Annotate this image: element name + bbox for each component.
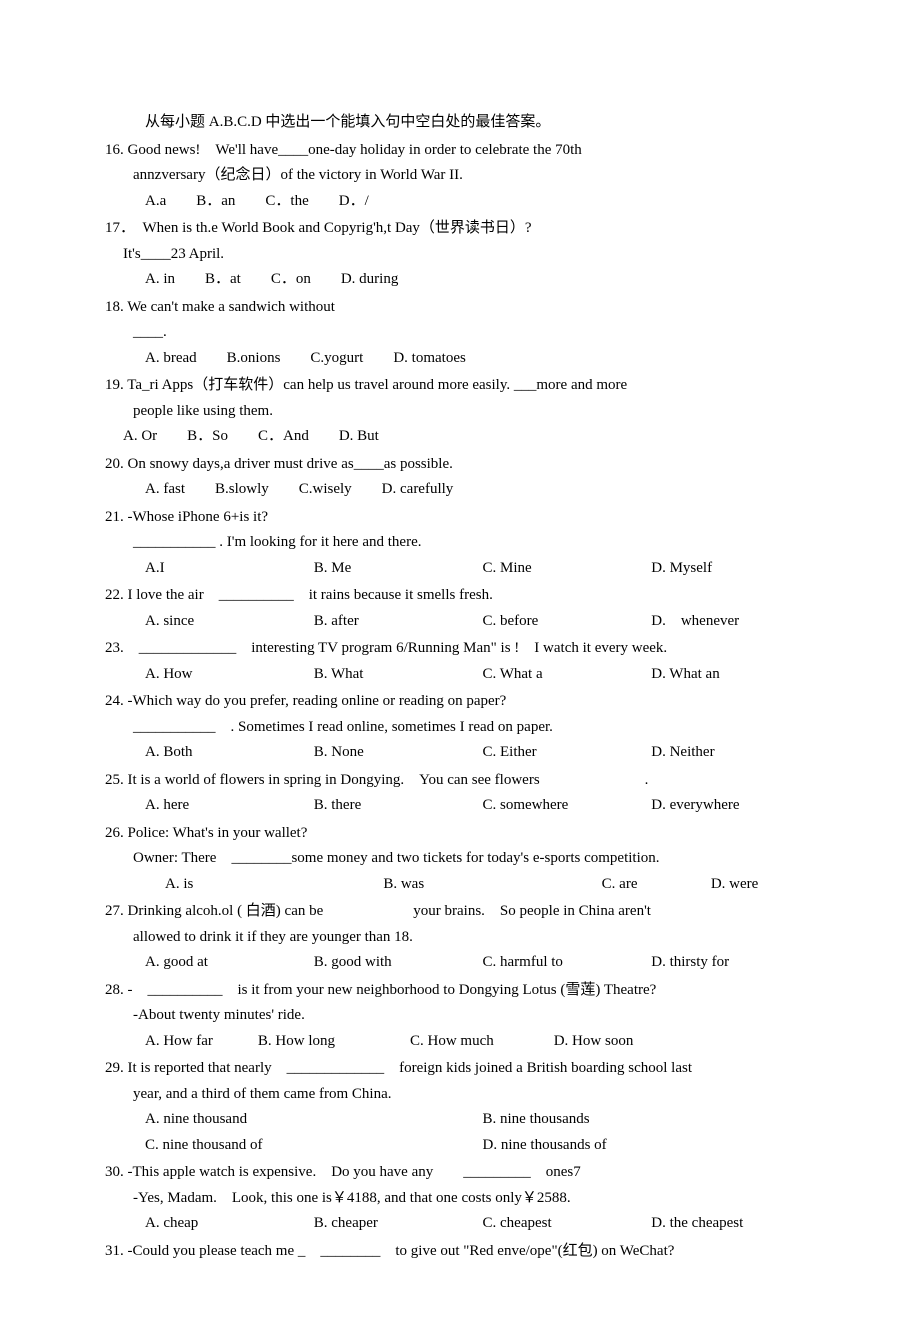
q21-optC: C. Mine xyxy=(483,556,652,582)
q28-text: 28. - __________ is it from your new nei… xyxy=(105,978,820,1004)
q18-options: A. bread B.onions C.yogurt D. tomatoes xyxy=(145,346,820,372)
q24-optB: B. None xyxy=(314,740,483,766)
q27-text: 27. Drinking alcoh.ol ( 白酒) can be your … xyxy=(105,899,820,925)
q23-optD: D. What an xyxy=(651,662,820,688)
q27-optB: B. good with xyxy=(314,950,483,976)
q29-options: A. nine thousand B. nine thousands C. ni… xyxy=(145,1107,820,1158)
q27-optC: C. harmful to xyxy=(483,950,652,976)
q26-text: 26. Police: What's in your wallet? xyxy=(105,821,820,847)
q29-optD: D. nine thousands of xyxy=(483,1133,821,1159)
question-17: 17． When is th.e World Book and Copyrig'… xyxy=(105,216,820,293)
q27-options: A. good at B. good with C. harmful to D.… xyxy=(145,950,820,976)
q26-optC: C. are xyxy=(602,872,711,898)
question-23: 23. _____________ interesting TV program… xyxy=(105,636,820,687)
q29-continuation: year, and a third of them came from Chin… xyxy=(133,1082,820,1108)
q28-options: A. How far B. How long C. How much D. Ho… xyxy=(145,1029,820,1055)
q16-continuation: annzversary（纪念日）of the victory in World … xyxy=(133,163,820,189)
question-16: 16. Good news! We'll have____one-day hol… xyxy=(105,138,820,215)
q25-optB: B. there xyxy=(314,793,483,819)
q30-options: A. cheap B. cheaper C. cheapest D. the c… xyxy=(145,1211,820,1237)
question-21: 21. -Whose iPhone 6+is it? ___________ .… xyxy=(105,505,820,582)
question-27: 27. Drinking alcoh.ol ( 白酒) can be your … xyxy=(105,899,820,976)
q23-optB: B. What xyxy=(314,662,483,688)
q24-continuation: ___________ . Sometimes I read online, s… xyxy=(133,715,820,741)
question-20: 20. On snowy days,a driver must drive as… xyxy=(105,452,820,503)
q20-options: A. fast B.slowly C.wisely D. carefully xyxy=(145,477,820,503)
q30-continuation: -Yes, Madam. Look, this one is￥4188, and… xyxy=(133,1186,820,1212)
q22-optC: C. before xyxy=(483,609,652,635)
q26-continuation: Owner: There ________some money and two … xyxy=(133,846,820,872)
question-31: 31. -Could you please teach me _ _______… xyxy=(105,1239,820,1265)
q22-text: 22. I love the air __________ it rains b… xyxy=(105,583,820,609)
q21-optA: A.I xyxy=(145,556,314,582)
q25-optC: C. somewhere xyxy=(483,793,652,819)
q25-optA: A. here xyxy=(145,793,314,819)
q18-text: 18. We can't make a sandwich without xyxy=(105,295,820,321)
question-19: 19. Ta_ri Apps（打车软件）can help us travel a… xyxy=(105,373,820,450)
q30-optB: B. cheaper xyxy=(314,1211,483,1237)
q30-optA: A. cheap xyxy=(145,1211,314,1237)
q29-optC: C. nine thousand of xyxy=(145,1133,483,1159)
q17-continuation: It's____23 April. xyxy=(123,242,820,268)
q18-continuation: ____. xyxy=(133,320,820,346)
q16-options: A.a B．an C．the D．/ xyxy=(145,189,820,215)
q22-optB: B. after xyxy=(314,609,483,635)
q25-optD: D. everywhere xyxy=(651,793,820,819)
question-30: 30. -This apple watch is expensive. Do y… xyxy=(105,1160,820,1237)
q21-optB: B. Me xyxy=(314,556,483,582)
q26-optB: B. was xyxy=(383,872,601,898)
q22-optD: D. whenever xyxy=(651,609,820,635)
q26-optA: A. is xyxy=(165,872,383,898)
q30-optC: C. cheapest xyxy=(483,1211,652,1237)
question-25: 25. It is a world of flowers in spring i… xyxy=(105,768,820,819)
q19-options: A. Or B．So C．And D. But xyxy=(123,424,820,450)
question-24: 24. -Which way do you prefer, reading on… xyxy=(105,689,820,766)
q17-text: 17． When is th.e World Book and Copyrig'… xyxy=(105,216,820,242)
q27-optD: D. thirsty for xyxy=(651,950,820,976)
q21-text: 21. -Whose iPhone 6+is it? xyxy=(105,505,820,531)
q23-options: A. How B. What C. What a D. What an xyxy=(145,662,820,688)
q24-options: A. Both B. None C. Either D. Neither xyxy=(145,740,820,766)
q25-text: 25. It is a world of flowers in spring i… xyxy=(105,768,820,794)
q31-text: 31. -Could you please teach me _ _______… xyxy=(105,1239,820,1265)
q19-continuation: people like using them. xyxy=(133,399,820,425)
q17-options: A. in B．at C．on D. during xyxy=(145,267,820,293)
question-28: 28. - __________ is it from your new nei… xyxy=(105,978,820,1055)
q29-optA: A. nine thousand xyxy=(145,1107,483,1133)
q24-text: 24. -Which way do you prefer, reading on… xyxy=(105,689,820,715)
q16-text: 16. Good news! We'll have____one-day hol… xyxy=(105,138,820,164)
q20-text: 20. On snowy days,a driver must drive as… xyxy=(105,452,820,478)
question-18: 18. We can't make a sandwich without ___… xyxy=(105,295,820,372)
q23-optA: A. How xyxy=(145,662,314,688)
q29-optB: B. nine thousands xyxy=(483,1107,821,1133)
q21-options: A.I B. Me C. Mine D. Myself xyxy=(145,556,820,582)
q21-continuation: ___________ . I'm looking for it here an… xyxy=(133,530,820,556)
q19-text: 19. Ta_ri Apps（打车软件）can help us travel a… xyxy=(105,373,820,399)
q27-optA: A. good at xyxy=(145,950,314,976)
question-26: 26. Police: What's in your wallet? Owner… xyxy=(105,821,820,898)
q26-options: A. is B. was C. are D. were xyxy=(165,872,820,898)
q30-text: 30. -This apple watch is expensive. Do y… xyxy=(105,1160,820,1186)
q24-optD: D. Neither xyxy=(651,740,820,766)
q25-options: A. here B. there C. somewhere D. everywh… xyxy=(145,793,820,819)
q23-optC: C. What a xyxy=(483,662,652,688)
q21-optD: D. Myself xyxy=(651,556,820,582)
q24-optA: A. Both xyxy=(145,740,314,766)
question-22: 22. I love the air __________ it rains b… xyxy=(105,583,820,634)
q28-continuation: -About twenty minutes' ride. xyxy=(133,1003,820,1029)
q22-options: A. since B. after C. before D. whenever xyxy=(145,609,820,635)
q27-continuation: allowed to drink it if they are younger … xyxy=(133,925,820,951)
q23-text: 23. _____________ interesting TV program… xyxy=(105,636,820,662)
instruction-text: 从每小题 A.B.C.D 中选出一个能填入句中空白处的最佳答案。 xyxy=(145,110,820,136)
q30-optD: D. the cheapest xyxy=(651,1211,820,1237)
q22-optA: A. since xyxy=(145,609,314,635)
q24-optC: C. Either xyxy=(483,740,652,766)
question-29: 29. It is reported that nearly _________… xyxy=(105,1056,820,1158)
q26-optD: D. were xyxy=(711,872,820,898)
q29-text: 29. It is reported that nearly _________… xyxy=(105,1056,820,1082)
